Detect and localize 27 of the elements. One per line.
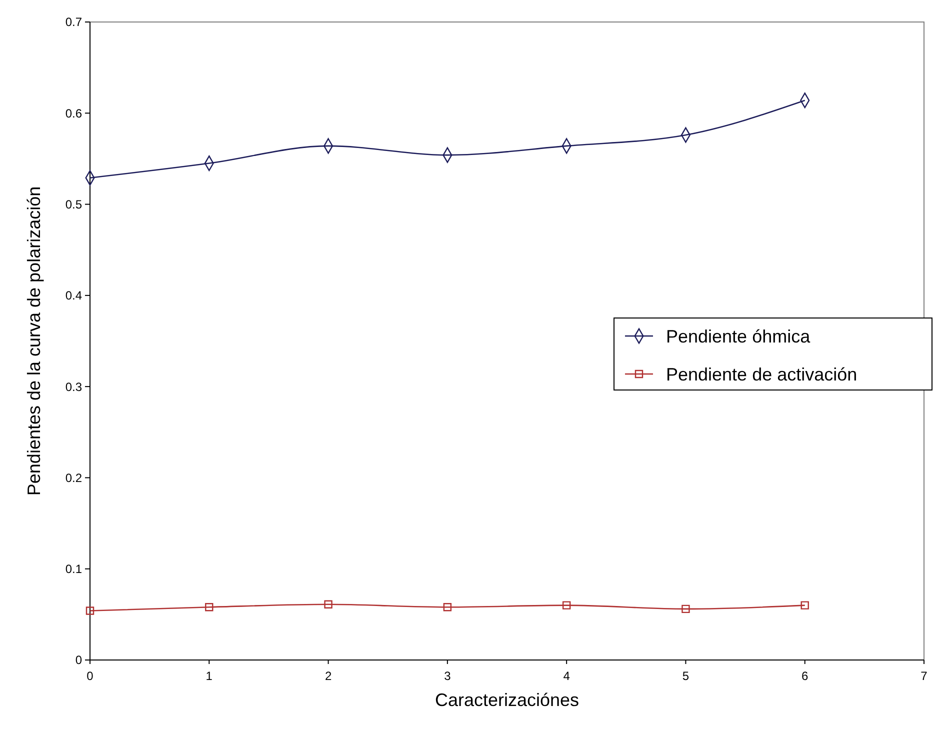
x-tick-label: 3 (444, 669, 452, 683)
point (443, 603, 452, 612)
y-tick-label: 0.1 (65, 562, 82, 576)
y-tick-label: 0.3 (65, 380, 82, 394)
x-tick-label: 0 (86, 669, 94, 683)
point (800, 601, 809, 610)
y-tick-label: 0.2 (65, 470, 82, 485)
y-tick-label: 0.4 (65, 288, 82, 303)
point (562, 601, 571, 610)
x-tick-label: 5 (682, 669, 690, 683)
point (682, 604, 690, 614)
y-axis-title: Pendientes de la curva de polarización (24, 186, 44, 496)
point (205, 603, 214, 612)
x-tick-label: 4 (563, 669, 570, 683)
x-tick-label: 2 (324, 669, 332, 683)
x-tick-label: 1 (206, 669, 213, 683)
x-tick-label: 7 (920, 669, 928, 683)
point (86, 606, 94, 615)
x-tick-label: 6 (802, 669, 809, 683)
y-tick-label: 0.7 (65, 15, 82, 30)
point (324, 600, 332, 609)
x-axis-title: Caracterizaciónes (434, 690, 580, 710)
legend-label: Pendiente de activación (666, 364, 858, 384)
y-tick-label: 0.5 (65, 197, 82, 212)
legend-label: Pendiente óhmica (666, 326, 812, 346)
y-tick-label: 0 (75, 653, 82, 668)
y-tick-label: 0.6 (65, 106, 82, 120)
